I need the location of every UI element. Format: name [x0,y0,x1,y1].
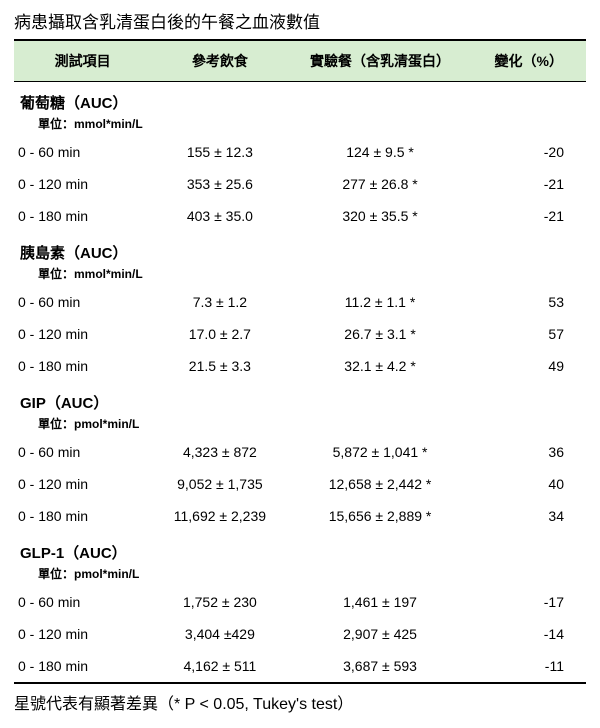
cell-change: -17 [472,586,586,618]
table-row: 0 - 180 min4,162 ± 5113,687 ± 593-11 [14,650,586,683]
section-header-row: GIP（AUC）單位：pmol*min/L [14,382,586,436]
cell-change: -21 [472,168,586,200]
cell-experimental: 12,658 ± 2,442 * [289,468,472,500]
cell-experimental: 2,907 ± 425 [289,618,472,650]
cell-change: -21 [472,200,586,232]
section-header-row: GLP-1（AUC）單位：pmol*min/L [14,532,586,586]
table-row: 0 - 120 min353 ± 25.6277 ± 26.8 *-21 [14,168,586,200]
cell-experimental: 11.2 ± 1.1 * [289,286,472,318]
table-row: 0 - 120 min9,052 ± 1,73512,658 ± 2,442 *… [14,468,586,500]
page: 病患攝取含乳清蛋白後的午餐之血液數值 測試項目 參考飲食 實驗餐（含乳清蛋白） … [0,0,600,728]
section-name: 胰島素（AUC） [20,245,128,262]
table-body: 葡萄糖（AUC）單位：mmol*min/L0 - 60 min155 ± 12.… [14,82,586,684]
cell-experimental: 124 ± 9.5 * [289,136,472,168]
section-unit: 單位：mmol*min/L [20,263,580,286]
cell-reference: 21.5 ± 3.3 [151,350,288,382]
cell-item: 0 - 180 min [14,500,151,532]
cell-change: -14 [472,618,586,650]
col-header-experimental: 實驗餐（含乳清蛋白） [289,40,472,82]
cell-reference: 11,692 ± 2,239 [151,500,288,532]
section-unit: 單位：mmol*min/L [20,113,580,136]
cell-item: 0 - 120 min [14,468,151,500]
cell-item: 0 - 180 min [14,350,151,382]
cell-change: 53 [472,286,586,318]
section-name: 葡萄糖（AUC） [20,95,128,112]
col-header-change: 變化（%） [472,40,586,82]
cell-reference: 17.0 ± 2.7 [151,318,288,350]
table-row: 0 - 60 min155 ± 12.3124 ± 9.5 *-20 [14,136,586,168]
cell-experimental: 1,461 ± 197 [289,586,472,618]
cell-item: 0 - 120 min [14,168,151,200]
cell-change: 34 [472,500,586,532]
section-name: GIP（AUC） [20,395,108,412]
cell-experimental: 26.7 ± 3.1 * [289,318,472,350]
section-header-row: 胰島素（AUC）單位：mmol*min/L [14,232,586,286]
cell-experimental: 277 ± 26.8 * [289,168,472,200]
cell-experimental: 15,656 ± 2,889 * [289,500,472,532]
col-header-item: 測試項目 [14,40,151,82]
section-header-row: 葡萄糖（AUC）單位：mmol*min/L [14,82,586,137]
cell-change: -20 [472,136,586,168]
section-unit: 單位：pmol*min/L [20,413,580,436]
cell-reference: 4,323 ± 872 [151,436,288,468]
cell-change: -11 [472,650,586,683]
footnote: 星號代表有顯著差異（* P < 0.05, Tukey's test） [14,690,586,714]
cell-experimental: 32.1 ± 4.2 * [289,350,472,382]
table-row: 0 - 180 min11,692 ± 2,23915,656 ± 2,889 … [14,500,586,532]
cell-change: 36 [472,436,586,468]
col-header-reference: 參考飲食 [151,40,288,82]
cell-item: 0 - 180 min [14,200,151,232]
table-row: 0 - 180 min21.5 ± 3.332.1 ± 4.2 *49 [14,350,586,382]
section-name: GLP-1（AUC） [20,545,127,562]
cell-experimental: 320 ± 35.5 * [289,200,472,232]
table-row: 0 - 60 min4,323 ± 8725,872 ± 1,041 *36 [14,436,586,468]
section-unit: 單位：pmol*min/L [20,563,580,586]
section-header-cell: 葡萄糖（AUC）單位：mmol*min/L [14,82,586,137]
cell-item: 0 - 120 min [14,618,151,650]
cell-reference: 4,162 ± 511 [151,650,288,683]
table-head: 測試項目 參考飲食 實驗餐（含乳清蛋白） 變化（%） [14,40,586,82]
cell-experimental: 5,872 ± 1,041 * [289,436,472,468]
cell-item: 0 - 120 min [14,318,151,350]
cell-change: 40 [472,468,586,500]
cell-item: 0 - 180 min [14,650,151,683]
cell-reference: 3,404 ±429 [151,618,288,650]
section-header-cell: GIP（AUC）單位：pmol*min/L [14,382,586,436]
section-header-cell: 胰島素（AUC）單位：mmol*min/L [14,232,586,286]
cell-reference: 155 ± 12.3 [151,136,288,168]
page-title: 病患攝取含乳清蛋白後的午餐之血液數值 [14,8,586,33]
table-row: 0 - 120 min17.0 ± 2.726.7 ± 3.1 *57 [14,318,586,350]
cell-reference: 7.3 ± 1.2 [151,286,288,318]
table-row: 0 - 120 min3,404 ±4292,907 ± 425-14 [14,618,586,650]
table-row: 0 - 180 min403 ± 35.0320 ± 35.5 *-21 [14,200,586,232]
cell-change: 49 [472,350,586,382]
cell-item: 0 - 60 min [14,586,151,618]
data-table: 測試項目 參考飲食 實驗餐（含乳清蛋白） 變化（%） 葡萄糖（AUC）單位：mm… [14,39,586,684]
cell-item: 0 - 60 min [14,436,151,468]
cell-item: 0 - 60 min [14,136,151,168]
section-header-cell: GLP-1（AUC）單位：pmol*min/L [14,532,586,586]
cell-reference: 1,752 ± 230 [151,586,288,618]
cell-experimental: 3,687 ± 593 [289,650,472,683]
table-row: 0 - 60 min1,752 ± 2301,461 ± 197-17 [14,586,586,618]
cell-reference: 403 ± 35.0 [151,200,288,232]
table-header-row: 測試項目 參考飲食 實驗餐（含乳清蛋白） 變化（%） [14,40,586,82]
cell-change: 57 [472,318,586,350]
cell-reference: 9,052 ± 1,735 [151,468,288,500]
cell-item: 0 - 60 min [14,286,151,318]
table-row: 0 - 60 min7.3 ± 1.211.2 ± 1.1 *53 [14,286,586,318]
cell-reference: 353 ± 25.6 [151,168,288,200]
